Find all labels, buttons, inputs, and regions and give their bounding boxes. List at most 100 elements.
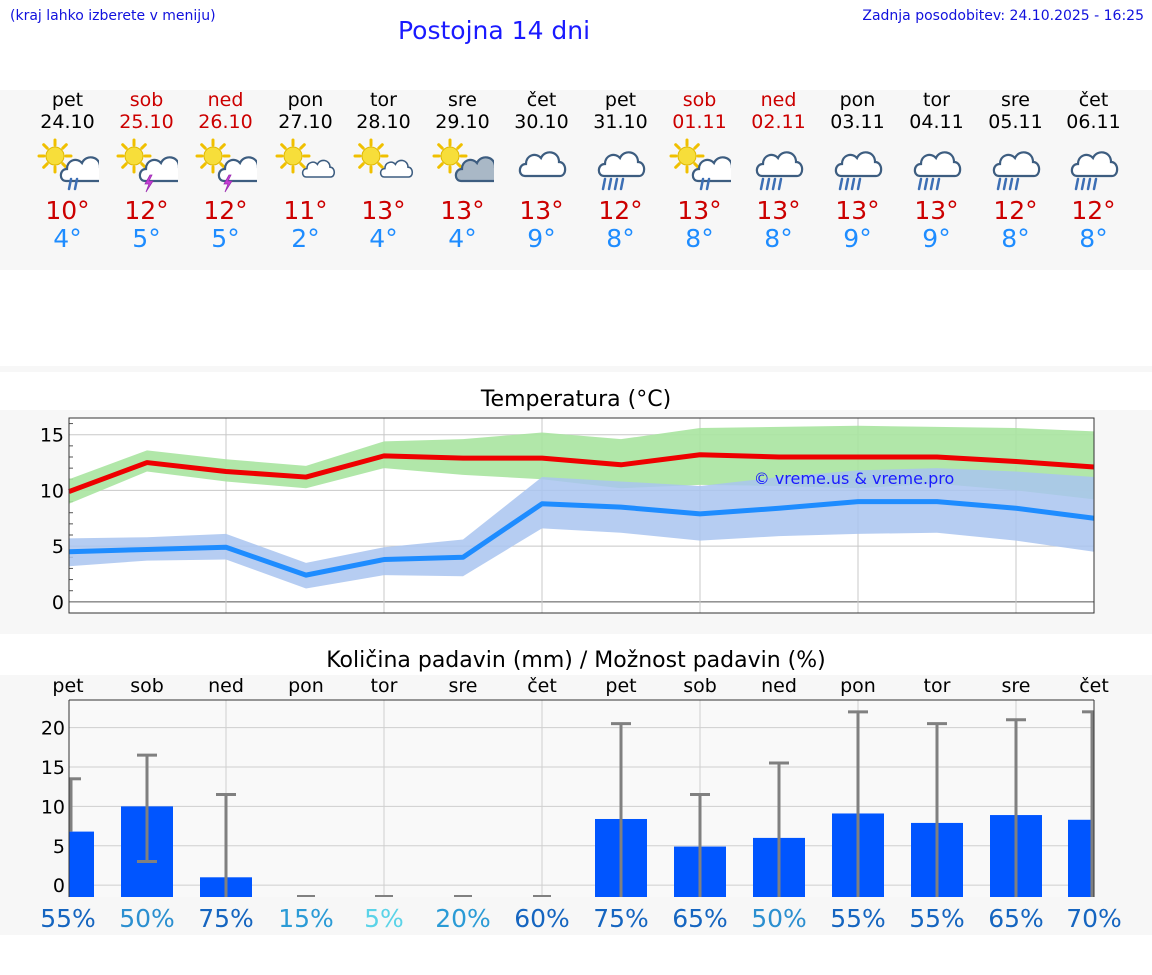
day-name: čet	[526, 89, 557, 111]
forecast-strip	[0, 90, 1152, 270]
day-column: pet 24.10 10° 4°	[28, 89, 107, 253]
temp-max: 12°	[1071, 196, 1116, 225]
y-tick-label: 0	[52, 592, 64, 614]
cloud-shape	[597, 151, 645, 178]
x-category-label: ned	[208, 675, 244, 697]
cloud-shape	[454, 156, 494, 183]
rain-drops	[838, 177, 861, 191]
temp-max: 13°	[914, 196, 959, 225]
day-column: ned 26.10 12° 5°	[186, 89, 265, 253]
location-hint[interactable]: (kraj lahko izberete v meniju)	[10, 8, 216, 24]
sun-shape	[432, 138, 467, 174]
lightning-bolt	[222, 174, 233, 193]
rain-drops	[917, 177, 940, 191]
cloud-shape	[217, 156, 257, 183]
sun-shape	[195, 138, 230, 174]
sun-cloud-rain-icon	[669, 138, 731, 191]
precipitation-chart: pet sob ned pon tor sre čet pet sob ned pon tor sre č…	[40, 675, 1122, 933]
day-column: čet 06.11 12° 8°	[1054, 89, 1133, 253]
x-category-label: ned	[761, 675, 797, 697]
page-title: Postojna 14 dni	[398, 16, 591, 45]
precip-bar	[1068, 819, 1094, 897]
temp-min: 2°	[291, 224, 320, 253]
cloud-shape	[138, 156, 178, 183]
min-temp-band	[69, 468, 1094, 589]
precip-probability: 15%	[278, 904, 334, 933]
day-date: 25.10	[119, 111, 174, 133]
day-date: 27.10	[278, 111, 333, 133]
x-category-label: pon	[288, 675, 324, 697]
temp-max: 10°	[45, 196, 90, 225]
precip-probability: 75%	[593, 904, 649, 933]
cloud-rain-icon	[992, 151, 1040, 191]
x-category-label: pet	[52, 675, 83, 697]
y-tick-label: 10	[41, 796, 65, 818]
temp-min: 5°	[211, 224, 240, 253]
temp-min: 4°	[369, 224, 398, 253]
temp-max: 12°	[124, 196, 169, 225]
sun-shape	[275, 138, 310, 174]
cloud-icon	[518, 151, 566, 178]
day-name: pon	[287, 89, 324, 111]
sun-small-cloud-icon	[275, 138, 335, 178]
precip-probability: 55%	[909, 904, 965, 933]
max-temp-line	[68, 452, 1095, 494]
x-category-label: sob	[130, 675, 164, 697]
x-category-label: pet	[605, 675, 636, 697]
x-category-label: tor	[371, 675, 398, 697]
temp-max: 13°	[835, 196, 880, 225]
day-column: ned 02.11 13° 8°	[739, 89, 818, 253]
day-column: sob 25.10 12° 5°	[107, 89, 186, 253]
day-date: 01.11	[672, 111, 727, 133]
day-name: pon	[839, 89, 876, 111]
day-name: sre	[1001, 89, 1030, 111]
day-date: 28.10	[356, 111, 411, 133]
temp-min: 4°	[53, 224, 82, 253]
cloud-shape	[834, 151, 882, 178]
last-updated: Zadnja posodobitev: 24.10.2025 - 16:25	[862, 8, 1144, 24]
cloud-shape	[518, 151, 566, 178]
day-date: 04.11	[909, 111, 964, 133]
sun-shape	[353, 138, 388, 174]
day-name: sre	[448, 89, 477, 111]
min-temp-line	[68, 499, 1095, 578]
precipitation-chart-title: Količina padavin (mm) / Možnost padavin …	[326, 648, 826, 673]
lightning-bolt	[143, 174, 154, 193]
temp-min: 9°	[922, 224, 951, 253]
day-date: 29.10	[435, 111, 490, 133]
x-category-label: pon	[840, 675, 876, 697]
x-category-label: tor	[924, 675, 951, 697]
temperature-chart-title: Temperatura (°C)	[480, 387, 672, 412]
cloud-shape	[1070, 151, 1118, 178]
day-column: sob 01.11 13° 8°	[660, 89, 739, 253]
day-date: 03.11	[830, 111, 885, 133]
y-tick-label: 5	[52, 536, 64, 558]
precip-probability: 55%	[40, 904, 96, 933]
temp-max: 13°	[677, 196, 722, 225]
rain-drops	[996, 177, 1019, 191]
temp-max: 13°	[756, 196, 801, 225]
rain-drops	[601, 177, 624, 191]
day-column: pet 31.10 12° 8°	[581, 89, 660, 253]
day-column: pon 03.11 13° 9°	[818, 89, 897, 253]
temp-min: 9°	[843, 224, 872, 253]
sun-cloud-rain-icon	[37, 138, 99, 191]
day-name: ned	[207, 89, 244, 111]
cloud-shape	[379, 159, 413, 178]
temp-max: 12°	[203, 196, 248, 225]
y-tick-label: 10	[40, 480, 64, 502]
day-name: pet	[604, 89, 637, 111]
cloud-rain-icon	[597, 151, 645, 191]
day-date: 24.10	[40, 111, 95, 133]
day-date: 26.10	[198, 111, 253, 133]
y-tick-label: 15	[40, 425, 64, 447]
precip-bar	[69, 831, 94, 897]
day-column: sre 05.11 12° 8°	[976, 89, 1055, 253]
temperature-chart: 0 5 10 15 © vreme.us & vreme.pro	[40, 417, 1095, 614]
temp-max: 13°	[519, 196, 564, 225]
temp-min: 8°	[606, 224, 635, 253]
rain-drops	[1074, 177, 1097, 191]
precip-probability: 75%	[198, 904, 254, 933]
day-name: sob	[129, 89, 164, 111]
precip-probability: 70%	[1066, 904, 1122, 933]
